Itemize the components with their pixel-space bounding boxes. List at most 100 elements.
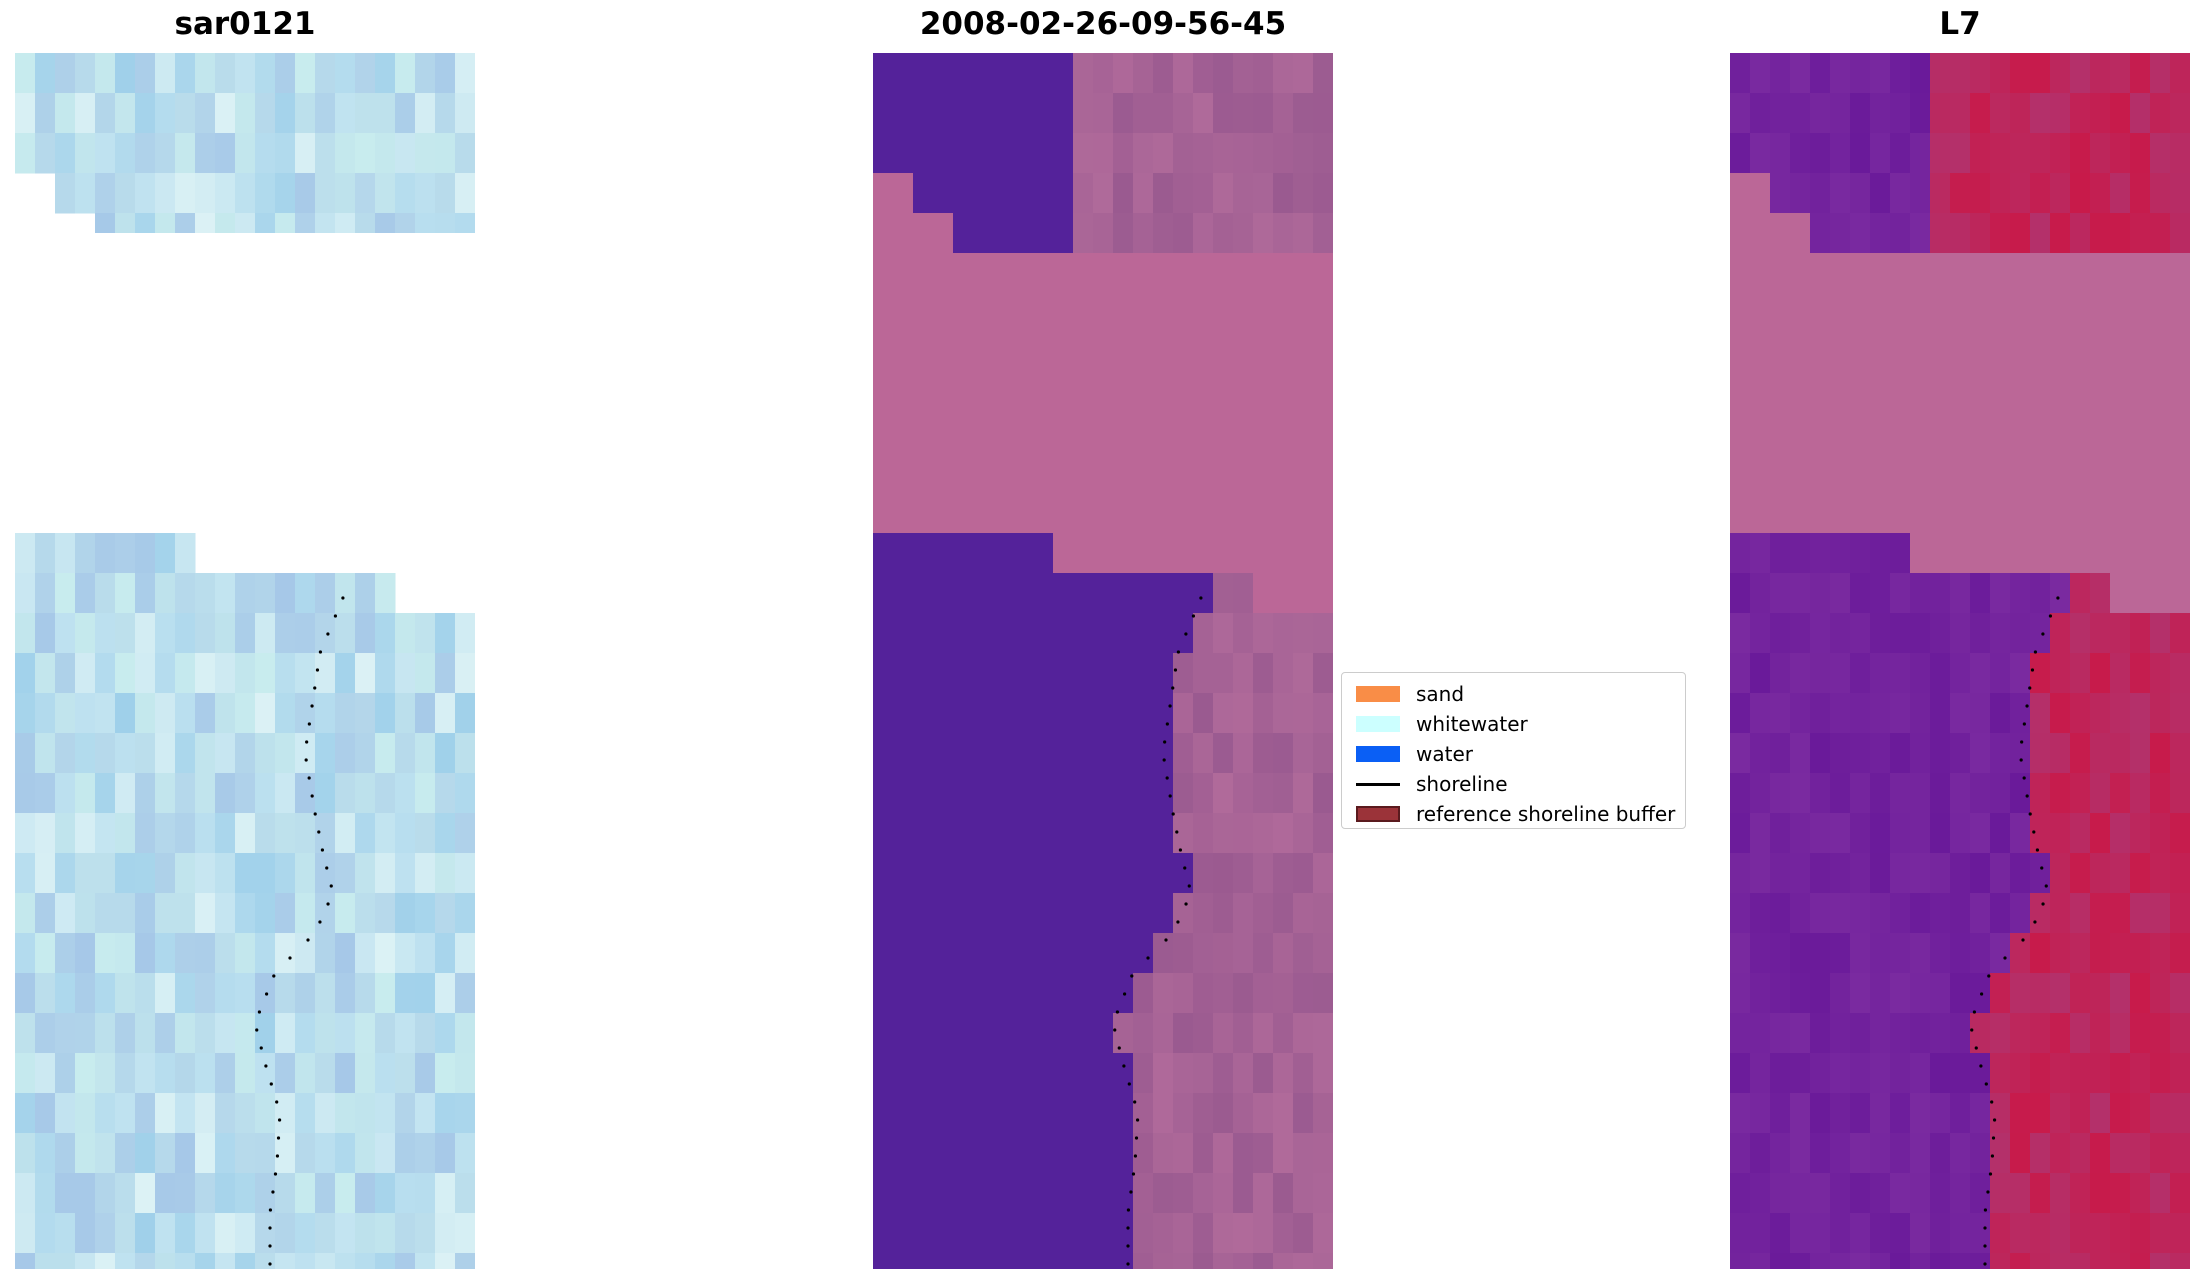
class-pixel [1073,173,1094,214]
sar-pixel [115,853,136,894]
sar-pixel [435,933,456,974]
legend-item-reference-buffer: reference shoreline buffer [1350,799,1677,829]
sar-pixel [235,53,256,94]
l7-pixel [1850,1093,1871,1134]
l7-pixel [2050,133,2071,174]
class-pixel [1293,93,1314,134]
class-pixel [1113,453,1134,494]
sar-pixel [275,1253,296,1269]
class-pixel [1153,533,1174,574]
l7-pixel [2090,653,2111,694]
l7-pixel [2070,173,2091,214]
class-pixel [1033,293,1054,334]
class-pixel [1253,693,1274,734]
l7-pixel [2170,493,2190,534]
sar-pixel [415,1253,436,1269]
sar-pixel [335,853,356,894]
class-pixel [1293,133,1314,174]
l7-pixel [1910,893,1931,934]
l7-pixel [1730,773,1751,814]
l7-pixel [2150,93,2171,134]
sar-pixel [55,533,76,574]
shoreline-point [1164,938,1168,942]
l7-pixel [1810,533,1831,574]
class-pixel [1253,133,1274,174]
sar-pixel [295,93,316,134]
l7-pixel [2110,1013,2131,1054]
class-pixel [1233,1133,1254,1174]
sar-pixel [395,653,416,694]
l7-pixel [2150,173,2171,214]
sar-pixel [335,1133,356,1174]
l7-pixel [1890,213,1911,254]
class-pixel [1193,733,1214,774]
l7-pixel [2090,413,2111,454]
l7-pixel [1970,853,1991,894]
l7-pixel [2090,1213,2111,1254]
l7-pixel [2110,653,2131,694]
class-pixel [1073,493,1094,534]
class-pixel [913,493,934,534]
sar-pixel [275,1053,296,1094]
class-pixel [1053,1053,1074,1094]
class-pixel [953,1093,974,1134]
sar-pixel [195,893,216,934]
class-pixel [1233,533,1254,574]
sar-pixel [135,853,156,894]
l7-pixel [1750,973,1771,1014]
shoreline-point [1972,1010,1976,1014]
shoreline-point [1126,1244,1130,1248]
class-pixel [1233,573,1254,614]
class-pixel [893,1213,914,1254]
class-pixel [1093,493,1114,534]
l7-pixel [2070,813,2091,854]
l7-pixel [2030,613,2051,654]
sar-pixel [155,773,176,814]
class-pixel [1053,493,1074,534]
shoreline-point [307,776,311,780]
sar-pixel [315,733,336,774]
l7-pixel [2030,693,2051,734]
shoreline-point [1990,1100,1994,1104]
class-pixel [933,533,954,574]
class-pixel [953,693,974,734]
class-pixel [1253,933,1274,974]
sar-pixel [435,1013,456,1054]
class-pixel [1113,413,1134,454]
sar-pixel [375,973,396,1014]
l7-pixel [2010,133,2031,174]
sar-pixel [115,813,136,854]
l7-pixel [1830,893,1851,934]
class-pixel [1053,853,1074,894]
l7-pixel [1850,1053,1871,1094]
l7-pixel [2130,253,2151,294]
sar-pixel [295,973,316,1014]
class-pixel [1093,253,1114,294]
sar-pixel [15,1213,36,1254]
l7-pixel [1890,1253,1911,1269]
sar-pixel [375,573,396,614]
l7-pixel [2170,613,2190,654]
l7-pixel [1830,213,1851,254]
class-pixel [1153,1013,1174,1054]
shoreline-point [1126,1208,1131,1212]
l7-pixel [1990,373,2011,414]
sar-pixel [415,173,436,214]
class-pixel [1273,493,1294,534]
class-pixel [1033,93,1054,134]
sar-pixel [215,53,236,94]
class-pixel [1113,373,1134,414]
class-pixel [973,813,994,854]
sar-pixel [395,1013,416,1054]
class-pixel [1233,853,1254,894]
class-pixel [973,93,994,134]
l7-pixel [1730,213,1751,254]
l7-pixel [1990,173,2011,214]
class-pixel [1313,1053,1333,1094]
sar-pixel [255,933,276,974]
sar-pixel [75,173,96,214]
sar-pixel [235,733,256,774]
sar-pixel [235,573,256,614]
class-pixel [1153,1053,1174,1094]
sar-pixel [135,733,156,774]
